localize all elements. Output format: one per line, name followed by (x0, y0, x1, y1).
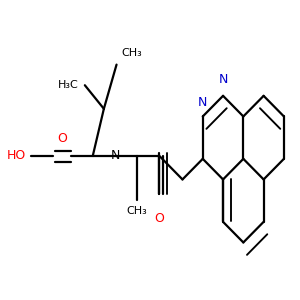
Text: HO: HO (7, 149, 26, 162)
Text: CH₃: CH₃ (127, 206, 148, 216)
Text: N: N (198, 96, 207, 109)
Text: O: O (58, 132, 68, 145)
Text: O: O (154, 212, 164, 225)
Text: H₃C: H₃C (58, 80, 79, 90)
Text: CH₃: CH₃ (121, 48, 142, 58)
Text: N: N (218, 74, 228, 86)
Text: N: N (110, 149, 120, 162)
